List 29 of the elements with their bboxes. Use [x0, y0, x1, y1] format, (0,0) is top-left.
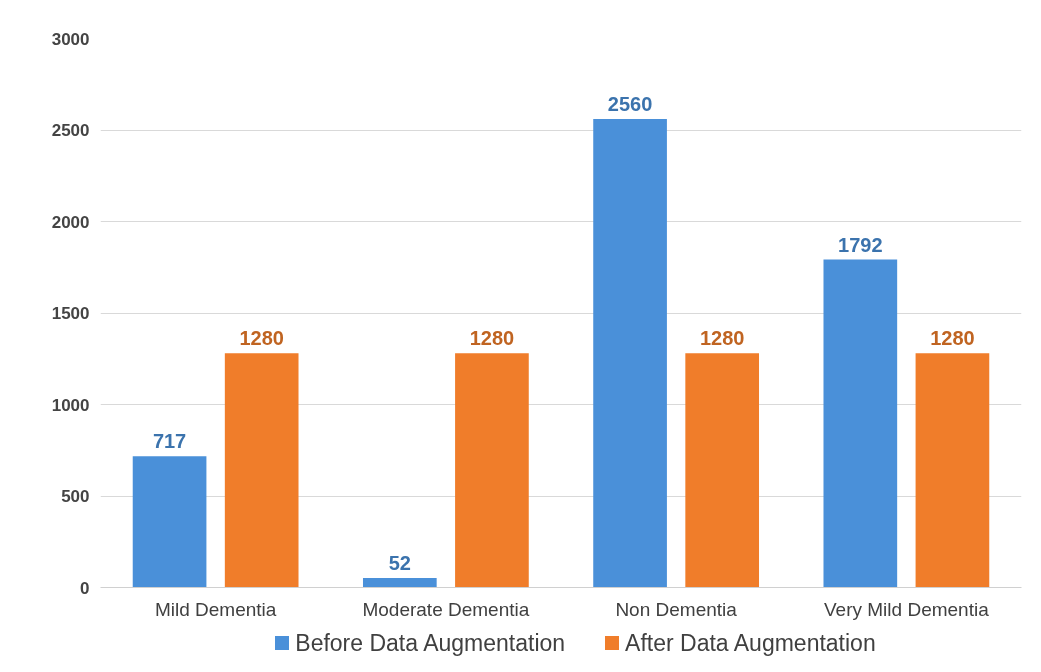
bar: [132, 456, 207, 588]
x-tick-label: Non Dementia: [615, 598, 738, 620]
x-tick-label: Moderate Dementia: [362, 598, 530, 620]
data-label: 717: [152, 430, 187, 453]
bar: [823, 259, 898, 588]
data-label: 1792: [838, 233, 883, 256]
data-label: 52: [388, 551, 411, 574]
bar: [362, 577, 437, 588]
y-tick-label: 2500: [51, 121, 90, 140]
legend-label: After Data Augmentation: [625, 629, 876, 658]
data-label: 1280: [699, 327, 745, 350]
bar: [915, 353, 990, 588]
y-tick-label: 2000: [51, 212, 90, 232]
data-label: 1280: [239, 327, 284, 350]
y-tick-label: 500: [61, 487, 90, 506]
bar: [455, 353, 529, 588]
bar: [224, 353, 299, 588]
data-label: 2560: [607, 93, 653, 116]
y-tick-label: 0: [80, 578, 90, 598]
y-tick-label: 1500: [51, 304, 90, 323]
y-tick-label: 3000: [51, 29, 90, 49]
data-label: 1280: [469, 327, 515, 350]
data-label: 1280: [930, 327, 975, 350]
x-tick-label: Very Mild Dementia: [824, 598, 990, 620]
legend-label: Before Data Augmentation: [295, 629, 566, 658]
bar: [593, 119, 667, 588]
x-tick-label: Mild Dementia: [154, 598, 277, 620]
y-tick-label: 1000: [51, 395, 90, 415]
bar: [685, 353, 760, 588]
